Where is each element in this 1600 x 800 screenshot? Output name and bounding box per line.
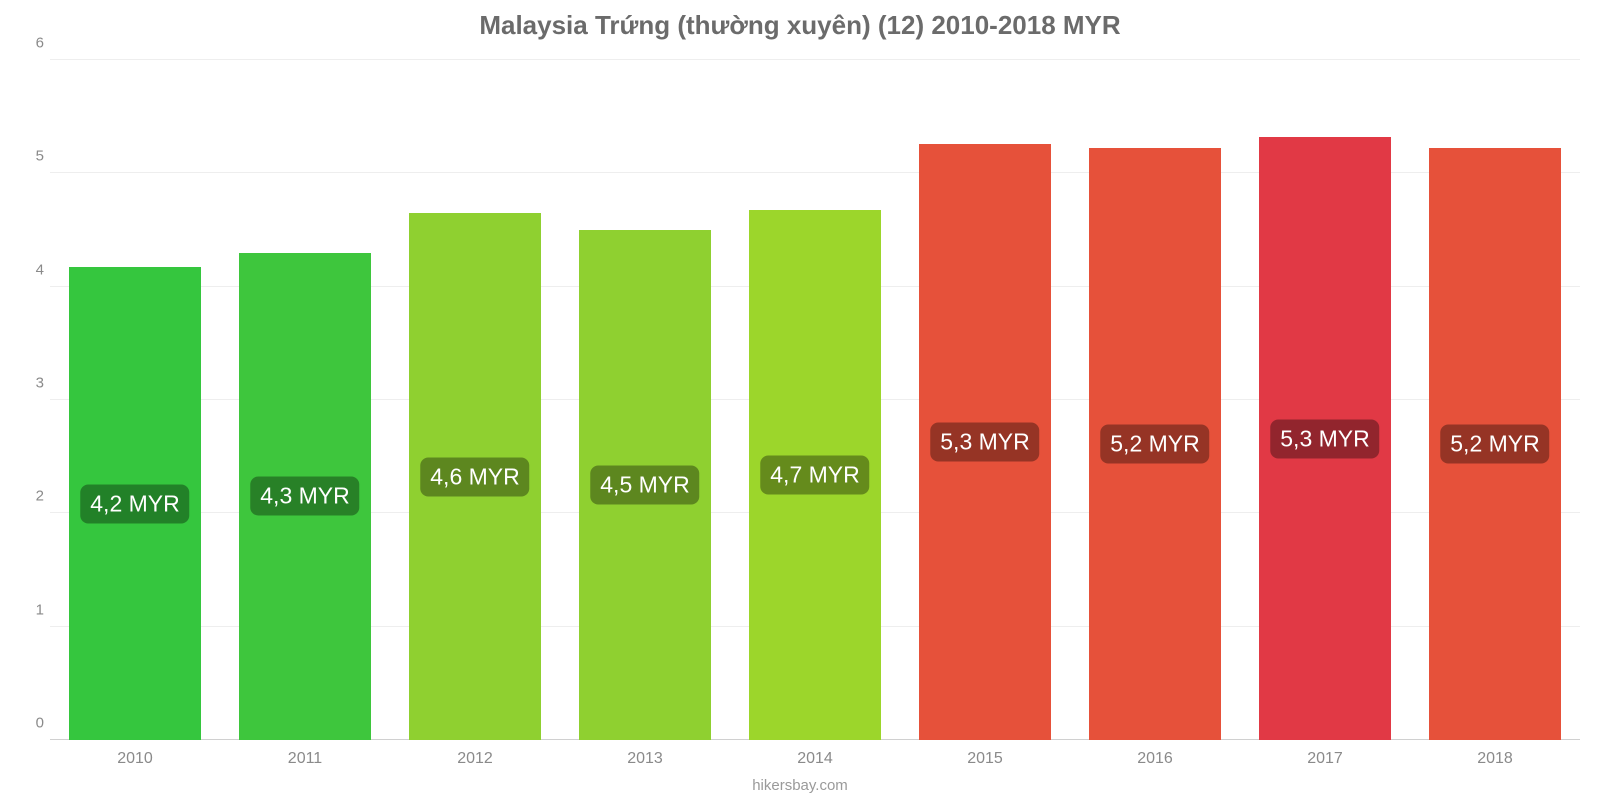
bar-value-label: 5,3 MYR	[1270, 419, 1379, 458]
bar-value-label: 5,2 MYR	[1440, 425, 1549, 464]
y-axis-tick-label: 6	[14, 35, 44, 52]
bar-value-label: 4,7 MYR	[760, 455, 869, 494]
x-axis-tick-label: 2015	[967, 750, 1003, 768]
x-axis-tick-label: 2010	[117, 750, 153, 768]
x-axis-tick-label: 2016	[1137, 750, 1173, 768]
bar-slot: 5,2 MYR2018	[1410, 60, 1580, 740]
y-axis-tick-label: 2	[14, 488, 44, 505]
bar-slot: 4,7 MYR2014	[730, 60, 900, 740]
bars-container: 4,2 MYR20104,3 MYR20114,6 MYR20124,5 MYR…	[50, 60, 1580, 740]
y-axis-tick-label: 5	[14, 148, 44, 165]
bar: 4,6 MYR	[409, 213, 542, 740]
bar: 5,3 MYR	[1259, 137, 1392, 740]
bar-slot: 4,5 MYR2013	[560, 60, 730, 740]
bar: 4,3 MYR	[239, 253, 372, 740]
x-axis-tick-label: 2013	[627, 750, 663, 768]
bar-value-label: 5,3 MYR	[930, 422, 1039, 461]
bar: 4,7 MYR	[749, 210, 882, 740]
bar-slot: 5,3 MYR2017	[1240, 60, 1410, 740]
y-axis-tick-label: 3	[14, 375, 44, 392]
x-axis-tick-label: 2012	[457, 750, 493, 768]
bar-value-label: 4,5 MYR	[590, 466, 699, 505]
y-axis-tick-label: 4	[14, 261, 44, 278]
bar-slot: 5,2 MYR2016	[1070, 60, 1240, 740]
x-axis-tick-label: 2018	[1477, 750, 1513, 768]
plot-area: 01234564,2 MYR20104,3 MYR20114,6 MYR2012…	[50, 60, 1580, 740]
bar-chart: Malaysia Trứng (thường xuyên) (12) 2010-…	[0, 0, 1600, 800]
bar-slot: 4,2 MYR2010	[50, 60, 220, 740]
bar-value-label: 4,2 MYR	[80, 484, 189, 523]
bar: 5,2 MYR	[1429, 148, 1562, 740]
bar-slot: 4,3 MYR2011	[220, 60, 390, 740]
bar-value-label: 4,6 MYR	[420, 457, 529, 496]
y-axis-tick-label: 0	[14, 715, 44, 732]
bar-value-label: 4,3 MYR	[250, 477, 359, 516]
bar-value-label: 5,2 MYR	[1100, 425, 1209, 464]
bar: 5,2 MYR	[1089, 148, 1222, 740]
y-axis-tick-label: 1	[14, 601, 44, 618]
x-axis-tick-label: 2014	[797, 750, 833, 768]
source-label: hikersbay.com	[0, 777, 1600, 794]
bar: 4,5 MYR	[579, 230, 712, 740]
bar-slot: 4,6 MYR2012	[390, 60, 560, 740]
x-axis-tick-label: 2017	[1307, 750, 1343, 768]
bar: 5,3 MYR	[919, 144, 1052, 740]
bar: 4,2 MYR	[69, 267, 202, 740]
chart-title: Malaysia Trứng (thường xuyên) (12) 2010-…	[0, 10, 1600, 41]
x-axis-tick-label: 2011	[288, 750, 322, 768]
bar-slot: 5,3 MYR2015	[900, 60, 1070, 740]
